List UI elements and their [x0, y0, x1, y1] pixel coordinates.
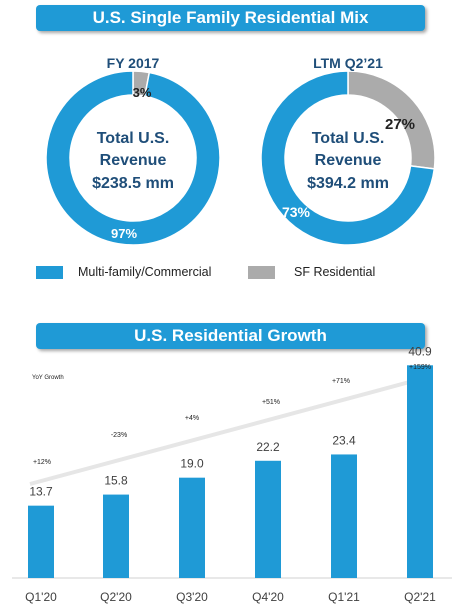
donut-slice-multifamily: [45, 70, 221, 246]
donut-slice-label: 27%: [385, 116, 415, 133]
donut-center-text: Total U.S.: [312, 130, 385, 147]
legend-swatch-multifamily: [36, 266, 63, 279]
donut-center-text: $238.5 mm: [92, 175, 174, 192]
yoy-growth-label: +4%: [185, 415, 199, 422]
donut-center-text: $394.2 mm: [307, 175, 389, 192]
bar-value-label: 40.9: [408, 344, 432, 358]
bar-value-label: 23.4: [332, 433, 356, 447]
yoy-growth-label: +159%: [409, 364, 431, 371]
x-tick-label: Q1'21: [328, 590, 360, 604]
yoy-growth-label: +12%: [33, 459, 51, 466]
bar: [331, 454, 357, 578]
bar-value-label: 19.0: [180, 457, 204, 471]
donut-slice-label: 97%: [111, 226, 137, 241]
legend-label-sf-residential: SF Residential: [294, 265, 376, 279]
bar: [103, 494, 129, 578]
donut-slice-multifamily: [260, 70, 436, 246]
bar-value-label: 22.2: [256, 440, 280, 454]
x-tick-label: Q2'21: [404, 590, 436, 604]
trend-arrow-line: [29, 378, 418, 486]
x-tick-label: Q4'20: [252, 590, 284, 604]
donut-slice-label: 73%: [282, 204, 311, 220]
donut-center-text: Revenue: [315, 152, 382, 169]
yoy-growth-label: +51%: [262, 399, 280, 406]
bar: [255, 460, 281, 578]
bar-value-label: 15.8: [104, 474, 128, 488]
x-tick-label: Q3'20: [176, 590, 208, 604]
donut-center-text: Total U.S.: [97, 130, 170, 147]
bar-value-label: 13.7: [29, 485, 53, 499]
x-tick-label: Q2'20: [100, 590, 132, 604]
donut-center-text: Revenue: [100, 152, 167, 169]
legend-swatch-sf-residential: [248, 266, 275, 279]
donut-title: FY 2017: [107, 55, 160, 71]
yoy-growth-label: -23%: [111, 432, 127, 439]
yoy-growth-label: +71%: [332, 378, 350, 385]
section-title-sf-mix: U.S. Single Family Residential Mix: [36, 5, 425, 31]
bar: [28, 505, 54, 578]
bar: [407, 365, 433, 578]
donut-slice-label: 3%: [133, 85, 152, 100]
bar: [179, 477, 205, 578]
section-title-residential-growth: U.S. Residential Growth: [36, 323, 425, 349]
donut-title: LTM Q2’21: [313, 55, 383, 71]
x-tick-label: Q1'20: [25, 590, 57, 604]
legend-label-multifamily: Multi-family/Commercial: [78, 265, 212, 279]
yoy-growth-title: YoY Growth: [32, 375, 64, 381]
